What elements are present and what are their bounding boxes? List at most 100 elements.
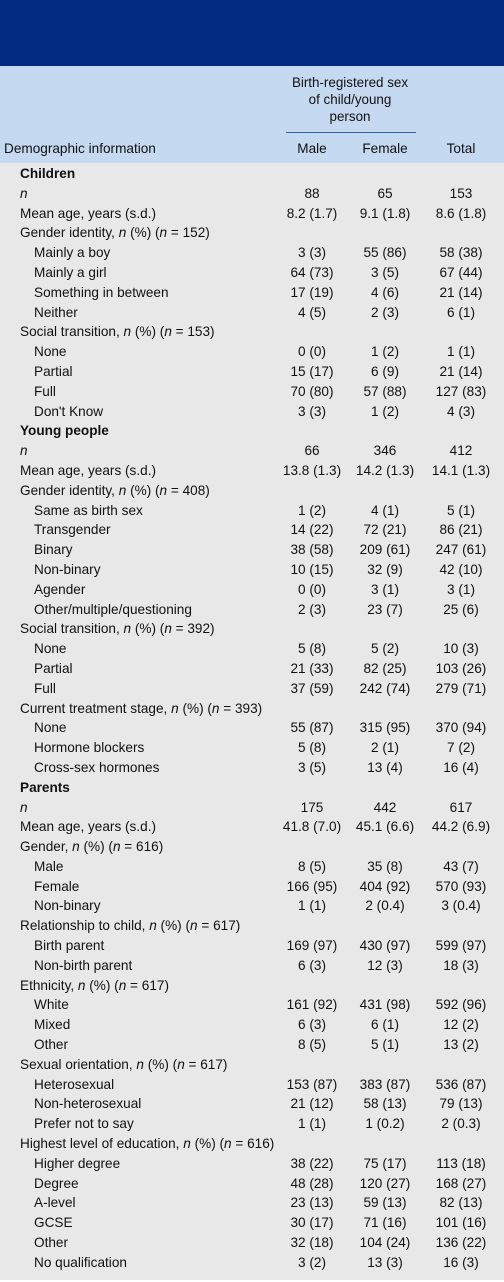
total-cell: 3 (0.4)	[422, 896, 500, 916]
male-cell: 5 (8)	[282, 738, 342, 758]
female-cell: 58 (13)	[350, 1094, 420, 1114]
row-label: Higher degree	[34, 1154, 120, 1174]
male-cell: 21 (33)	[282, 659, 342, 679]
row-label: Mean age, years (s.d.)	[20, 817, 156, 837]
table-row: Mixed 6 (3) 6 (1) 12 (2)	[0, 1015, 504, 1035]
female-cell: 45.1 (6.6)	[350, 817, 420, 837]
row-label: GCSE	[34, 1213, 73, 1233]
row-label: Other/multiple/questioning	[34, 600, 192, 620]
total-cell: 592 (96)	[422, 995, 500, 1015]
male-cell: 17 (19)	[282, 283, 342, 303]
female-cell: 104 (24)	[350, 1233, 420, 1253]
male-cell: 8 (5)	[282, 857, 342, 877]
row-label: Mixed	[34, 1015, 70, 1035]
female-cell: 14.2 (1.3)	[350, 461, 420, 481]
table-row: Full 37 (59) 242 (74) 279 (71)	[0, 679, 504, 699]
female-cell: 2 (0.4)	[350, 896, 420, 916]
total-cell: 599 (97)	[422, 936, 500, 956]
total-cell: 12 (2)	[422, 1015, 500, 1035]
female-cell: 120 (27)	[350, 1174, 420, 1194]
row-label: Non-binary	[34, 896, 101, 916]
total-cell: 127 (83)	[422, 382, 500, 402]
table-row: Transgender 14 (22) 72 (21) 86 (21)	[0, 520, 504, 540]
female-cell: 431 (98)	[350, 995, 420, 1015]
male-cell: 3 (2)	[282, 1253, 342, 1273]
male-cell: 0 (0)	[282, 580, 342, 600]
row-label: Young people	[20, 421, 109, 441]
male-cell: 175	[282, 798, 342, 818]
row-label: Female	[34, 877, 79, 897]
table-row: Binary 38 (58) 209 (61) 247 (61)	[0, 540, 504, 560]
table-row: Male 8 (5) 35 (8) 43 (7)	[0, 857, 504, 877]
row-label: Heterosexual	[34, 1075, 114, 1095]
column-spanner-label: Birth-registered sex of child/young pers…	[284, 74, 416, 125]
male-cell: 166 (95)	[282, 877, 342, 897]
male-cell: 23 (13)	[282, 1193, 342, 1213]
table-row: Female 166 (95) 404 (92) 570 (93)	[0, 877, 504, 897]
table-row: Don't Know 3 (3) 1 (2) 4 (3)	[0, 402, 504, 422]
row-label: Highest level of education, n (%) (n = 6…	[20, 1134, 274, 1154]
female-cell: 2 (1)	[350, 738, 420, 758]
row-label: Non-binary	[34, 560, 101, 580]
female-cell: 430 (97)	[350, 936, 420, 956]
table-row: Something in between 17 (19) 4 (6) 21 (14)	[0, 283, 504, 303]
row-label: Non-heterosexual	[34, 1094, 141, 1114]
female-cell: 1 (2)	[350, 402, 420, 422]
female-cell: 4 (1)	[350, 501, 420, 521]
female-cell: 72 (21)	[350, 520, 420, 540]
female-cell: 13 (3)	[350, 1253, 420, 1273]
total-cell: 43 (7)	[422, 857, 500, 877]
table-row: Higher degree 38 (22) 75 (17) 113 (18)	[0, 1154, 504, 1174]
row-label: Mainly a girl	[34, 263, 107, 283]
table-row: Gender identity, n (%) (n = 152)	[0, 223, 504, 243]
column-header-demographic: Demographic information	[4, 141, 156, 157]
table-row: Other 32 (18) 104 (24) 136 (22)	[0, 1233, 504, 1253]
row-label: Full	[34, 679, 56, 699]
female-cell: 4 (6)	[350, 283, 420, 303]
column-header-female: Female	[350, 141, 420, 157]
column-header-male: Male	[282, 141, 342, 157]
table-row: Agender 0 (0) 3 (1) 3 (1)	[0, 580, 504, 600]
row-label: None	[34, 718, 67, 738]
row-label: Transgender	[34, 520, 111, 540]
total-cell: 412	[422, 441, 500, 461]
total-cell: 86 (21)	[422, 520, 500, 540]
table-row: Other/multiple/questioning 2 (3) 23 (7) 25 …	[0, 600, 504, 620]
female-cell: 3 (1)	[350, 580, 420, 600]
table-row: Current treatment stage, n (%) (n = 393)	[0, 699, 504, 719]
male-cell: 6 (3)	[282, 1015, 342, 1035]
table-row: None 55 (87) 315 (95) 370 (94)	[0, 718, 504, 738]
table-row: Relationship to child, n (%) (n = 617)	[0, 916, 504, 936]
total-cell: 67 (44)	[422, 263, 500, 283]
row-label: Social transition, n (%) (n = 392)	[20, 619, 215, 639]
row-label: Something in between	[34, 283, 169, 303]
table-row: Non-birth parent 6 (3) 12 (3) 18 (3)	[0, 956, 504, 976]
male-cell: 70 (80)	[282, 382, 342, 402]
female-cell: 65	[350, 184, 420, 204]
table-row: Highest level of education, n (%) (n = 6…	[0, 1134, 504, 1154]
row-label: Male	[34, 857, 63, 877]
total-cell: 16 (4)	[422, 758, 500, 778]
column-header-total: Total	[422, 141, 500, 157]
spanner-line: of child/young	[284, 91, 416, 108]
total-cell: 13 (2)	[422, 1035, 500, 1055]
section-header-row: Parents	[0, 778, 504, 798]
male-cell: 153 (87)	[282, 1075, 342, 1095]
row-label: Degree	[34, 1174, 79, 1194]
total-cell: 16 (3)	[422, 1253, 500, 1273]
female-cell: 5 (2)	[350, 639, 420, 659]
male-cell: 2 (3)	[282, 600, 342, 620]
table-row: Gender identity, n (%) (n = 408)	[0, 481, 504, 501]
female-cell: 442	[350, 798, 420, 818]
male-cell: 5 (8)	[282, 639, 342, 659]
table-row: n 88 65 153	[0, 184, 504, 204]
row-label: A-level	[34, 1193, 76, 1213]
row-label: Relationship to child, n (%) (n = 617)	[20, 916, 240, 936]
row-label: Hormone blockers	[34, 738, 144, 758]
table-row: Mainly a boy 3 (3) 55 (86) 58 (38)	[0, 243, 504, 263]
row-label: Mean age, years (s.d.)	[20, 461, 156, 481]
table-row: Non-binary 1 (1) 2 (0.4) 3 (0.4)	[0, 896, 504, 916]
total-cell: 58 (38)	[422, 243, 500, 263]
male-cell: 4 (5)	[282, 303, 342, 323]
female-cell: 23 (7)	[350, 600, 420, 620]
